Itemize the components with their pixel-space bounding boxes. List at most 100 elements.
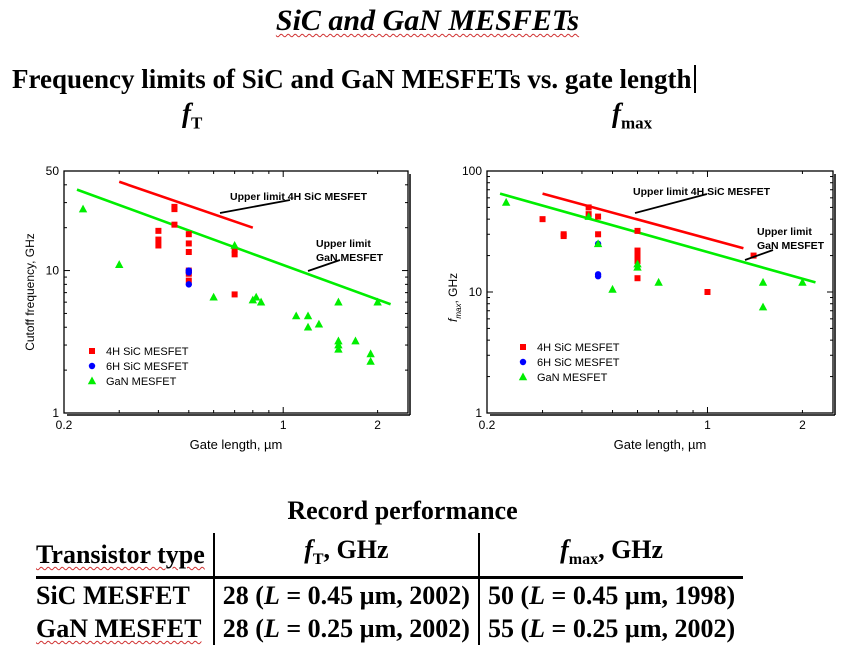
fmax-heading-main: f <box>612 98 621 128</box>
row-ft-value: 28 <box>222 581 249 611</box>
sic4h-point <box>634 275 641 282</box>
gan-point <box>334 344 343 353</box>
annotation-pointer <box>634 193 708 214</box>
legend-marker-sic6h <box>88 362 96 370</box>
gan-point <box>633 262 642 271</box>
sic4h-point <box>595 213 602 220</box>
legend-marker-sic4h <box>520 344 526 350</box>
sic6h-point <box>185 281 192 288</box>
annotation-gan-limit-line2: GaN MESFET <box>316 252 384 264</box>
sic4h-point <box>231 291 238 298</box>
row-fmax-value: 55 <box>487 614 514 644</box>
sic6h-point <box>594 273 602 280</box>
sic4h-point <box>185 231 192 238</box>
sic4h-point <box>155 236 162 243</box>
legend-label: 4H SiC MESFET <box>537 342 620 354</box>
legend-marker-sic6h <box>519 358 527 366</box>
gan-point <box>654 277 663 286</box>
header-ft: fT, GHz <box>212 533 479 580</box>
table-row: SiC MESFET 28 (L = 0.45 µm, 2002) 50 (L … <box>36 577 744 613</box>
sic6h-point <box>185 269 192 276</box>
gan-point <box>230 240 239 249</box>
y-axis-label: fmax, GHz <box>446 273 463 322</box>
legend-marker-gan <box>518 372 528 381</box>
gan-point <box>115 260 124 268</box>
sic4h-point <box>155 227 162 234</box>
fmax-heading: fmax <box>612 98 652 133</box>
gan-point <box>593 239 603 248</box>
row-fmax: 50 (L = 0.45 µm, 1998) <box>477 577 744 613</box>
sic4h-point <box>231 246 238 253</box>
slide-title-text: SiC and GaN MESFETs <box>275 4 580 37</box>
sic4h-point <box>560 233 567 240</box>
annotation-pointer <box>219 199 291 214</box>
row-fmax-length: 0.45 µm, 1998 <box>572 581 727 611</box>
header-fmax: fmax, GHz <box>477 533 744 580</box>
text-cursor <box>693 65 696 93</box>
legend-label: GaN MESFET <box>537 372 608 384</box>
gan-point <box>366 356 375 365</box>
x-tick-label: 0.2 <box>479 418 496 432</box>
y-tick-label: 1 <box>52 406 59 420</box>
fmax-heading-sub: max <box>621 113 653 133</box>
legend-label: 6H SiC MESFET <box>537 357 620 369</box>
annotation-gan-limit-line2: GaN MESFET <box>757 240 825 252</box>
record-title: Record performance <box>287 496 518 525</box>
legend-marker-sic4h <box>89 348 95 354</box>
annotation-gan-limit-line1: Upper limit <box>316 238 371 250</box>
x-tick-label: 0.2 <box>56 418 73 432</box>
record-header-row: Transistor type fT, GHz fmax, GHz <box>36 533 744 580</box>
plot-frame <box>63 170 409 414</box>
gan-point <box>608 284 617 293</box>
annotation-sic-limit: Upper limit 4H SiC MESFET <box>633 186 771 198</box>
subtitle-text: Frequency limits of SiC and GaN MESFETs … <box>12 64 692 94</box>
gan-point <box>334 336 343 345</box>
gan-point <box>758 302 768 311</box>
legend-marker-gan <box>87 376 97 385</box>
legend-label: GaN MESFET <box>106 376 177 388</box>
row-ft: 28 (L = 0.25 µm, 2002) <box>212 612 479 645</box>
record-table: Transistor type fT, GHz fmax, GHz SiC ME… <box>36 533 744 645</box>
gan-point <box>256 297 266 306</box>
row-ft-value: 28 <box>222 614 249 644</box>
legend-label: 4H SiC MESFET <box>106 346 189 358</box>
sic4h-point <box>185 248 192 255</box>
x-tick-label: 2 <box>374 418 381 432</box>
header-transistor-type: Transistor type <box>36 533 214 580</box>
sic4h-point <box>634 227 641 234</box>
sic4h-point <box>750 252 757 259</box>
y-tick-label: 10 <box>46 264 60 278</box>
ft-heading: fT <box>182 98 202 133</box>
sic4h-point <box>539 216 546 223</box>
annotation-pointer <box>307 259 341 272</box>
gan-point <box>798 277 807 286</box>
sic4h-point <box>171 206 178 213</box>
sic4h-point <box>634 247 641 254</box>
sic4h-point <box>185 277 192 284</box>
sic4h-point <box>231 251 238 258</box>
subtitle: Frequency limits of SiC and GaN MESFETs … <box>12 64 696 95</box>
slide-title: SiC and GaN MESFETs <box>0 4 855 38</box>
y-axis-label: Cutoff frequency, GHz <box>23 233 37 351</box>
ft-heading-main: f <box>182 98 191 128</box>
gan-point <box>373 297 382 306</box>
sic4h-point <box>185 240 192 247</box>
gan-point <box>351 336 360 345</box>
header-transistor-type-text: Transistor type <box>36 540 205 570</box>
row-fmax-value: 50 <box>487 581 514 611</box>
row-ft-length: 0.25 µm, 2002 <box>307 614 462 644</box>
legend-label: 6H SiC MESFET <box>106 361 189 373</box>
y-tick-label: 1 <box>475 406 482 420</box>
sic4h-point <box>595 231 602 238</box>
row-fmax: 55 (L = 0.25 µm, 2002) <box>477 612 744 645</box>
sic4h-point <box>704 289 711 295</box>
upper-limit-line <box>118 180 254 229</box>
gan-point <box>584 212 593 220</box>
sic4h-point <box>171 221 178 228</box>
gan-point <box>251 292 261 301</box>
y-tick-label: 10 <box>469 285 483 299</box>
sic4h-point <box>585 204 592 211</box>
row-ft: 28 (L = 0.45 µm, 2002) <box>212 577 479 613</box>
